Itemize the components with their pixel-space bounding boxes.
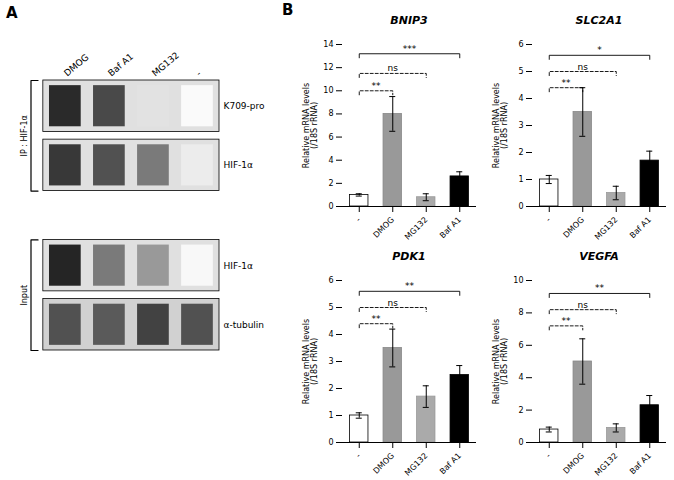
svg-text:4: 4 xyxy=(328,330,333,339)
svg-text:HIF-1α: HIF-1α xyxy=(224,160,254,170)
svg-text:IP : HIF-1α: IP : HIF-1α xyxy=(20,115,29,156)
svg-text:3: 3 xyxy=(518,121,523,130)
svg-text:12: 12 xyxy=(323,63,333,72)
html-text:VEGFA: VEGFA xyxy=(579,250,619,263)
svg-text:-: - xyxy=(544,451,552,459)
svg-text:Baf A1: Baf A1 xyxy=(438,451,463,476)
svg-text:6: 6 xyxy=(518,341,523,350)
svg-text:Relative mRNA levels(/18S rRNA: Relative mRNA levels(/18S rRNA) xyxy=(302,83,319,168)
html-text:SLC2A1: SLC2A1 xyxy=(575,14,623,27)
svg-text:HIF-1α: HIF-1α xyxy=(224,261,254,271)
svg-text:10: 10 xyxy=(323,86,333,95)
svg-text:6: 6 xyxy=(518,40,523,49)
svg-text:DMOG: DMOG xyxy=(372,215,396,239)
svg-text:-: - xyxy=(354,215,362,223)
svg-text:DMOG: DMOG xyxy=(372,451,396,475)
svg-text:MG132: MG132 xyxy=(403,451,429,477)
svg-text:MG132: MG132 xyxy=(593,215,619,241)
svg-text:**: ** xyxy=(595,283,605,293)
svg-text:Relative mRNA levels(/18S rRNA: Relative mRNA levels(/18S rRNA) xyxy=(492,319,509,404)
svg-text:ns: ns xyxy=(388,63,399,73)
svg-text:K709-pro: K709-pro xyxy=(224,101,266,111)
svg-text:MG132: MG132 xyxy=(593,451,619,477)
svg-text:10: 10 xyxy=(513,276,523,285)
svg-text:4: 4 xyxy=(518,373,523,382)
svg-text:***: *** xyxy=(403,44,417,54)
svg-text:Baf A1: Baf A1 xyxy=(438,215,463,240)
svg-text:**: ** xyxy=(372,314,382,324)
html-text:B: B xyxy=(282,1,294,19)
svg-text:ns: ns xyxy=(578,62,589,72)
svg-text:8: 8 xyxy=(518,308,523,317)
svg-text:ns: ns xyxy=(388,298,399,308)
svg-text:*: * xyxy=(597,45,602,55)
svg-text:0: 0 xyxy=(518,438,523,447)
svg-text:2: 2 xyxy=(328,384,333,393)
svg-text:1: 1 xyxy=(518,175,523,184)
svg-text:**: ** xyxy=(562,316,572,326)
svg-text:0: 0 xyxy=(328,202,333,211)
svg-text:Input: Input xyxy=(20,285,29,306)
svg-text:Relative mRNA levels(/18S rRNA: Relative mRNA levels(/18S rRNA) xyxy=(302,319,319,404)
svg-text:2: 2 xyxy=(328,179,333,188)
html-text:BNIP3: BNIP3 xyxy=(390,14,428,27)
svg-text:5: 5 xyxy=(328,303,333,312)
svg-text:ns: ns xyxy=(578,300,589,310)
svg-text:5: 5 xyxy=(518,67,523,76)
html-text:PDK1: PDK1 xyxy=(392,250,426,263)
svg-text:**: ** xyxy=(562,78,572,88)
svg-text:3: 3 xyxy=(328,357,333,366)
svg-text:Baf A1: Baf A1 xyxy=(106,52,135,79)
svg-text:Baf A1: Baf A1 xyxy=(628,215,653,240)
svg-text:DMOG: DMOG xyxy=(562,215,586,239)
svg-text:0: 0 xyxy=(518,202,523,211)
svg-text:Relative mRNA levels(/18S rRNA: Relative mRNA levels(/18S rRNA) xyxy=(492,83,509,168)
svg-text:-: - xyxy=(354,451,362,459)
svg-text:DMOG: DMOG xyxy=(62,52,90,78)
svg-text:14: 14 xyxy=(323,40,333,49)
svg-text:-: - xyxy=(194,68,203,78)
svg-text:0: 0 xyxy=(328,438,333,447)
svg-text:DMOG: DMOG xyxy=(562,451,586,475)
svg-text:6: 6 xyxy=(328,276,333,285)
html-text:A: A xyxy=(6,4,18,22)
svg-text:1: 1 xyxy=(328,411,333,420)
svg-text:2: 2 xyxy=(518,148,523,157)
svg-text:2: 2 xyxy=(518,406,523,415)
svg-text:MG132: MG132 xyxy=(403,215,429,241)
svg-text:4: 4 xyxy=(518,94,523,103)
svg-text:4: 4 xyxy=(328,156,333,165)
svg-text:6: 6 xyxy=(328,133,333,142)
svg-text:Baf A1: Baf A1 xyxy=(628,451,653,476)
svg-text:**: ** xyxy=(405,281,415,291)
svg-text:α-tubulin: α-tubulin xyxy=(224,320,265,330)
svg-text:MG132: MG132 xyxy=(150,50,181,78)
svg-text:**: ** xyxy=(372,81,382,91)
svg-text:-: - xyxy=(544,215,552,223)
svg-text:8: 8 xyxy=(328,109,333,118)
